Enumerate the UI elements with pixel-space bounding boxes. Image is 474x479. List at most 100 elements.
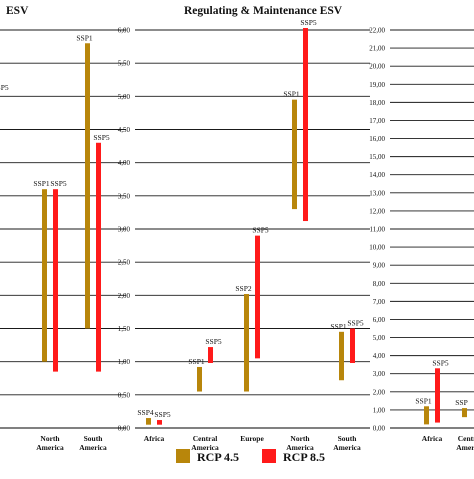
scenario-label: SSP1 <box>283 90 300 99</box>
category-label: Africa <box>144 434 165 443</box>
category-label-line: Africa <box>422 434 443 443</box>
y-tick-label: 12,00 <box>369 207 385 215</box>
scenario-label: SSP5 <box>347 319 364 328</box>
y-tick-label: 3,00 <box>373 370 386 378</box>
category-label-line: America <box>333 443 361 452</box>
range-bar-rcp45 <box>339 331 344 381</box>
y-tick-label: 19,00 <box>369 81 385 89</box>
category-label-line: America <box>36 443 64 452</box>
range-bar-rcp85 <box>350 328 355 363</box>
category-label-line: South <box>84 434 104 443</box>
y-tick-label: 13,00 <box>369 189 385 197</box>
y-tick-label: 16,00 <box>369 135 385 143</box>
scenario-label: SSP5 <box>93 133 110 142</box>
y-tick-label: 20,00 <box>369 63 385 71</box>
category-label: Africa <box>422 434 443 443</box>
category-label-line: America <box>286 443 314 452</box>
category-label-line: North <box>40 434 60 443</box>
y-tick-label: 7,00 <box>373 298 386 306</box>
y-tick-label: 6,00 <box>118 27 131 35</box>
y-tick-label: 1,50 <box>118 325 131 333</box>
chart-title: ESV <box>6 5 29 17</box>
range-bar-rcp85 <box>53 189 58 372</box>
y-tick-label: 14,00 <box>369 171 385 179</box>
category-label: South America <box>333 434 361 452</box>
scenario-label: SSP5 <box>252 226 269 235</box>
range-bar-rcp45 <box>424 406 429 425</box>
category-label-line: Africa <box>144 434 165 443</box>
y-tick-label: 4,50 <box>118 126 131 134</box>
y-tick-label: 18,00 <box>369 99 385 107</box>
y-tick-label: 1,00 <box>373 406 386 414</box>
y-tick-label: 21,00 <box>369 45 385 53</box>
scenario-label: SSP5 <box>432 358 449 367</box>
scenario-label: SSP2 <box>235 284 252 293</box>
category-label-line: America <box>456 443 474 452</box>
y-tick-label: 1,00 <box>118 358 131 366</box>
scenario-label: SSP5 <box>300 18 317 27</box>
y-tick-label: 15,00 <box>369 153 385 161</box>
y-tick-label: 4,00 <box>118 159 131 167</box>
y-tick-label: 5,00 <box>373 334 386 342</box>
range-bar-rcp45 <box>197 366 202 392</box>
legend-swatch-rcp45 <box>176 449 190 463</box>
scenario-label: SSP5 <box>50 179 67 188</box>
legend-swatch-rcp85 <box>262 449 276 463</box>
range-bar-rcp45 <box>244 294 249 392</box>
y-tick-label: 11,00 <box>370 226 386 234</box>
range-bar-rcp45 <box>146 418 151 425</box>
y-tick-label: 8,00 <box>373 280 386 288</box>
y-tick-label: 22,00 <box>369 27 385 35</box>
range-bar-rcp45 <box>292 99 297 210</box>
y-tick-label: 6,00 <box>373 316 386 324</box>
range-bar-rcp45 <box>85 43 90 329</box>
category-label-line: North <box>290 434 310 443</box>
scenario-label: SSP1 <box>415 396 432 405</box>
category-label-line: South <box>338 434 358 443</box>
category-label-line: Central <box>458 434 474 443</box>
category-label: Europe <box>240 434 264 443</box>
legend-label-rcp85: RCP 8.5 <box>283 450 325 464</box>
category-label-line: America <box>191 443 219 452</box>
y-tick-label: 0,00 <box>373 425 386 433</box>
y-tick-label: 10,00 <box>369 244 385 252</box>
range-bar-rcp85 <box>255 235 260 359</box>
scenario-label: SSP1 <box>188 357 205 366</box>
range-bar-rcp45 <box>42 189 47 362</box>
y-tick-label: 0,50 <box>118 391 131 399</box>
y-tick-label: 9,00 <box>373 262 386 270</box>
y-tick-label: 5,00 <box>118 93 131 101</box>
y-tick-label: 2,00 <box>118 292 131 300</box>
y-tick-label: 3,50 <box>118 192 131 200</box>
y-tick-label: 0,00 <box>118 425 131 433</box>
y-tick-label: 5,50 <box>118 60 131 68</box>
scenario-label: SSP <box>455 398 468 407</box>
range-bar-rcp85 <box>208 347 213 363</box>
category-label-line: Europe <box>240 434 264 443</box>
y-tick-label: 2,50 <box>118 259 131 267</box>
range-bar-rcp85 <box>303 28 308 222</box>
scenario-label: SSP5 <box>205 337 222 346</box>
y-tick-label: 3,00 <box>118 226 131 234</box>
range-bar-rcp85 <box>157 420 162 425</box>
scenario-label: SSP1 <box>33 179 50 188</box>
y-tick-label: 17,00 <box>369 117 385 125</box>
range-bar-rcp85 <box>96 142 101 372</box>
category-label-line: Central <box>193 434 218 443</box>
range-bar-rcp45 <box>462 408 467 418</box>
range-bar-rcp85 <box>435 368 440 423</box>
scenario-label: SSP5 <box>0 83 9 92</box>
category-label-line: America <box>79 443 107 452</box>
y-tick-label: 2,00 <box>373 388 386 396</box>
y-tick-label: 4,00 <box>373 352 386 360</box>
category-label: South America <box>79 434 107 452</box>
scenario-label: SSP4 <box>137 408 154 417</box>
category-label: North America <box>36 434 64 452</box>
chart-title: Regulating & Maintenance ESV <box>184 5 343 17</box>
scenario-label: SSP5 <box>154 410 171 419</box>
legend-label-rcp45: RCP 4.5 <box>197 450 239 464</box>
